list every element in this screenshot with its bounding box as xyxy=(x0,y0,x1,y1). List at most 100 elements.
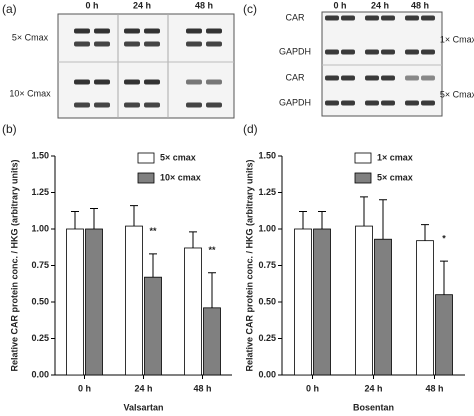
band xyxy=(381,75,395,81)
legend-swatch xyxy=(137,152,155,164)
band xyxy=(206,28,222,34)
bar xyxy=(144,276,162,376)
band-label: CAR xyxy=(285,72,305,82)
band xyxy=(144,28,160,34)
band xyxy=(405,100,419,106)
error-bar xyxy=(149,253,157,278)
x-tick-label: 24 h xyxy=(364,383,382,393)
y-tick-label: 1.00 xyxy=(258,223,276,233)
legend-label: 1× cmax xyxy=(377,152,413,162)
bar xyxy=(313,228,331,376)
bar xyxy=(435,294,453,376)
band xyxy=(74,28,90,34)
band xyxy=(341,49,355,55)
band xyxy=(74,79,90,85)
band xyxy=(144,41,160,47)
significance-label: ** xyxy=(149,226,157,236)
y-tick-label: 0.50 xyxy=(31,296,49,306)
band xyxy=(405,15,419,21)
band xyxy=(325,75,339,81)
legend-swatch xyxy=(354,152,372,164)
band xyxy=(124,41,140,47)
x-axis-label: Valsartan xyxy=(123,402,163,412)
column-label: 24 h xyxy=(133,0,151,10)
x-axis-label: Bosentan xyxy=(353,402,394,412)
band xyxy=(365,75,379,81)
band xyxy=(381,49,395,55)
band xyxy=(206,41,222,47)
band xyxy=(124,102,140,108)
error-bar xyxy=(421,224,429,241)
y-tick-label: 1.50 xyxy=(31,150,49,160)
y-tick-label: 0.75 xyxy=(31,260,49,270)
band xyxy=(421,15,435,21)
band xyxy=(74,41,90,47)
band xyxy=(94,79,110,85)
error-bar xyxy=(360,196,368,227)
y-axis-label: Relative CAR protein conc. / HKG (arbitr… xyxy=(9,159,19,371)
y-tick-label: 0.00 xyxy=(31,369,49,379)
bar xyxy=(184,247,202,376)
band-label: GAPDH xyxy=(279,46,311,56)
group-label: 10× Cmax xyxy=(9,88,51,98)
legend-label: 10× cmax xyxy=(160,172,201,182)
group-label: 1× Cmax xyxy=(440,34,474,44)
error-bar xyxy=(318,210,326,229)
band xyxy=(405,75,419,81)
band xyxy=(421,49,435,55)
band xyxy=(186,102,202,108)
bar xyxy=(85,228,103,376)
y-axis-label: Relative CAR protein conc. / HKG (arbitr… xyxy=(244,159,254,371)
band xyxy=(421,75,435,81)
significance-label: ** xyxy=(208,245,216,255)
x-tick-label: 0 h xyxy=(78,383,91,393)
x-tick-label: 48 h xyxy=(425,383,443,393)
y-tick-label: 0.25 xyxy=(258,333,276,343)
group-label: 5× Cmax xyxy=(440,89,474,99)
band xyxy=(365,49,379,55)
legend-label: 5× cmax xyxy=(377,172,413,182)
legend-swatch xyxy=(137,172,155,184)
bar xyxy=(125,225,143,376)
panel-label: (a) xyxy=(2,2,17,16)
band xyxy=(421,100,435,106)
error-bar xyxy=(440,260,448,295)
band-label: CAR xyxy=(285,12,305,22)
panel-label: (c) xyxy=(243,2,257,16)
significance-label: * xyxy=(442,233,446,243)
band xyxy=(365,100,379,106)
band xyxy=(144,79,160,85)
band xyxy=(186,79,202,85)
band xyxy=(94,41,110,47)
group-label: 5× Cmax xyxy=(12,32,49,42)
y-tick-label: 1.25 xyxy=(258,187,276,197)
band xyxy=(206,79,222,85)
bar xyxy=(416,240,434,376)
legend-label: 5× cmax xyxy=(160,152,196,162)
x-tick-label: 0 h xyxy=(306,383,319,393)
column-label: 0 h xyxy=(333,0,346,10)
band xyxy=(206,102,222,108)
legend-swatch xyxy=(354,172,372,184)
band xyxy=(74,102,90,108)
band xyxy=(186,28,202,34)
y-tick-label: 0.50 xyxy=(258,296,276,306)
band xyxy=(124,79,140,85)
error-bar xyxy=(379,199,387,240)
band xyxy=(94,102,110,108)
y-tick-label: 1.00 xyxy=(31,223,49,233)
error-bar xyxy=(208,272,216,308)
y-tick-label: 0.25 xyxy=(31,333,49,343)
blot-frame xyxy=(321,11,443,117)
band xyxy=(186,41,202,47)
band xyxy=(94,28,110,34)
y-tick-label: 0.75 xyxy=(258,260,276,270)
band xyxy=(341,75,355,81)
band-label: GAPDH xyxy=(279,97,311,107)
band xyxy=(124,28,140,34)
x-tick-label: 24 h xyxy=(134,383,152,393)
error-bar xyxy=(90,208,98,229)
column-label: 0 h xyxy=(85,0,98,10)
bar xyxy=(374,238,392,376)
